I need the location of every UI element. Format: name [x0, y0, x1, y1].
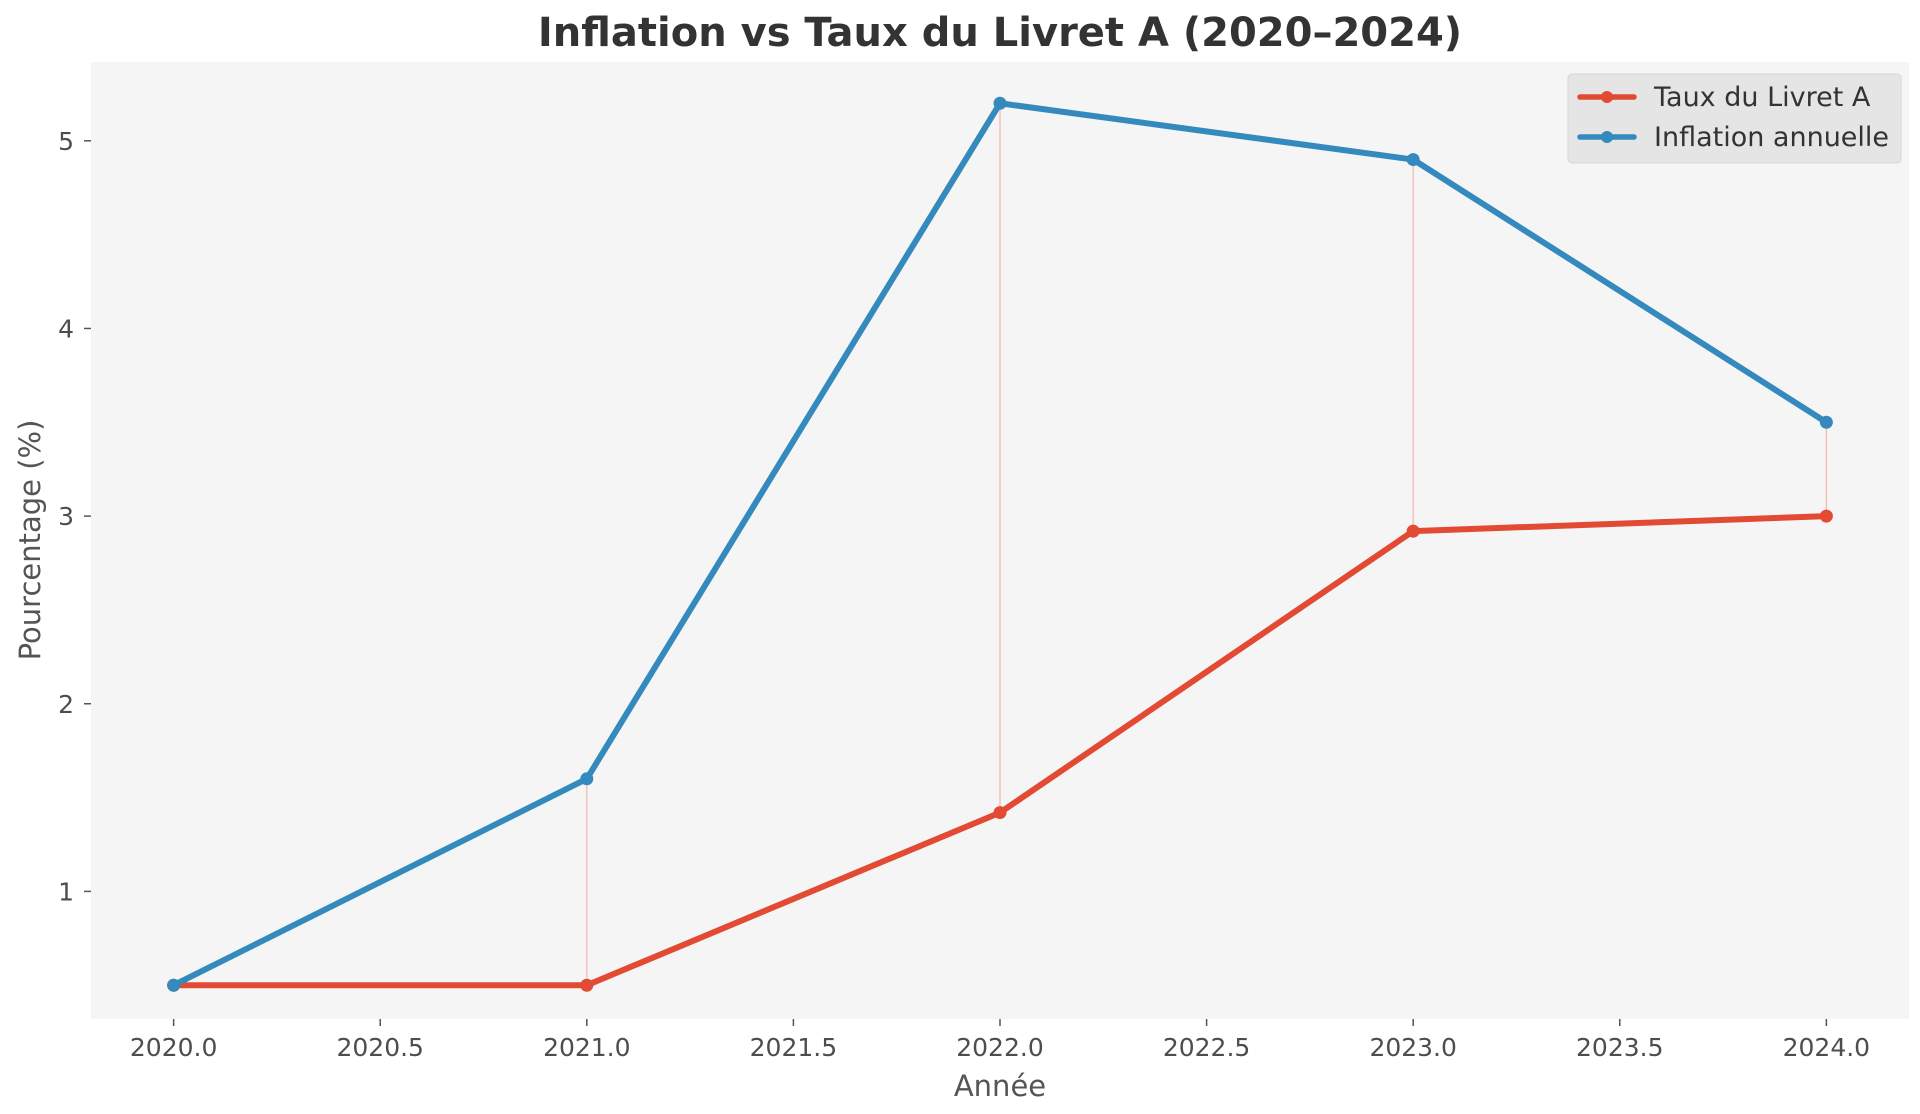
x-axis-ticks: 2020.0 2020.5 2021.0 2021.5 2022.0 2022.5 2023… [130, 1019, 1870, 1062]
legend-marker-inflation [1601, 131, 1613, 143]
series-layer [167, 96, 1833, 992]
legend: Taux du Livret A Inflation annuelle [1567, 73, 1902, 164]
y-tick-label: 4 [58, 314, 74, 343]
data-point [580, 978, 594, 992]
data-point [580, 772, 594, 786]
x-tick-label: 2022.5 [1163, 1033, 1250, 1062]
data-point [993, 96, 1007, 110]
x-tick-label: 2021.5 [750, 1033, 837, 1062]
x-tick-label: 2023.0 [1369, 1033, 1456, 1062]
x-tick-label: 2023.5 [1576, 1033, 1663, 1062]
x-axis-label: Année [954, 1069, 1046, 1103]
y-tick-label: 5 [58, 127, 74, 156]
y-axis-label: Pourcentage (%) [13, 420, 47, 661]
legend-label-livret-a: Taux du Livret A [1653, 82, 1871, 113]
data-point [1406, 153, 1420, 167]
y-tick-label: 1 [58, 877, 74, 906]
data-point [1819, 415, 1833, 429]
chart-title: Inflation vs Taux du Livret A (2020–2024… [538, 10, 1462, 56]
x-tick-label: 2022.0 [956, 1033, 1043, 1062]
y-tick-label: 2 [58, 690, 74, 719]
legend-item-inflation: Inflation annuelle [1577, 122, 1889, 153]
legend-box [1567, 73, 1902, 164]
y-tick-label: 3 [58, 502, 74, 531]
data-point [1819, 509, 1833, 523]
x-tick-label: 2020.0 [130, 1033, 217, 1062]
data-point [167, 978, 181, 992]
legend-marker-livret-a [1601, 91, 1613, 103]
x-tick-label: 2021.0 [543, 1033, 630, 1062]
data-point [993, 806, 1007, 820]
series-1 [167, 96, 1833, 992]
x-tick-label: 2020.5 [336, 1033, 423, 1062]
gap-lines [586, 103, 1827, 986]
x-tick-label: 2024.0 [1783, 1033, 1870, 1062]
legend-label-inflation: Inflation annuelle [1654, 122, 1889, 153]
legend-item-livret-a: Taux du Livret A [1577, 82, 1871, 113]
data-point [1406, 524, 1420, 538]
y-axis-ticks: 1 2 3 4 5 [58, 127, 91, 906]
